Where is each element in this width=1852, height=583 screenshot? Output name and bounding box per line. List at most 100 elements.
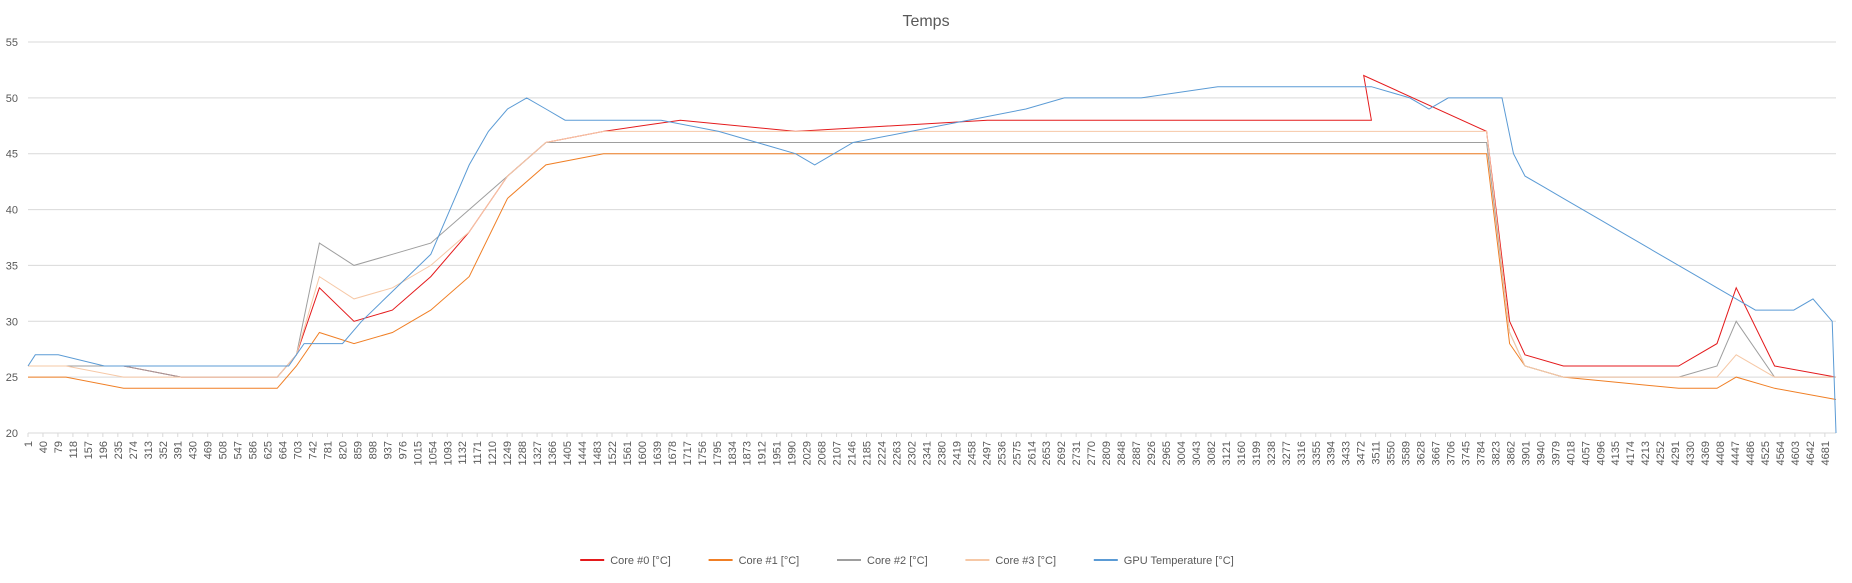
x-tick-label: 4057 [1580,441,1592,465]
x-tick-label: 313 [143,441,155,459]
x-tick-label: 235 [113,441,125,459]
x-tick-label: 157 [83,441,95,459]
x-tick-label: 1639 [652,441,664,465]
x-tick-label: 2887 [1131,441,1143,465]
x-tick-label: 3940 [1535,441,1547,465]
x-tick-label: 430 [188,441,200,459]
x-tick-label: 391 [173,441,185,459]
y-tick-label: 55 [6,37,18,49]
x-tick-label: 3706 [1446,441,1458,465]
x-tick-label: 1366 [547,441,559,465]
x-tick-label: 2146 [847,441,859,465]
x-axis-ticks: 1 40 79 118 157 196 235 274 313 352 391 430 469 508 54… [23,433,1832,465]
legend: Core #0 [°C] Core #1 [°C] Core #2 [°C] Core… [580,555,1234,567]
x-tick-label: 1561 [622,441,634,465]
x-tick-label: 1249 [502,441,514,465]
x-tick-label: 4408 [1715,441,1727,465]
x-tick-label: 4564 [1775,441,1787,465]
legend-label: GPU Temperature [°C] [1124,555,1234,567]
x-tick-label: 1678 [667,441,679,465]
x-tick-label: 1210 [487,441,499,465]
x-tick-label: 2341 [921,441,933,465]
x-tick-label: 937 [382,441,394,459]
x-tick-label: 3004 [1176,441,1188,465]
x-tick-label: 820 [337,441,349,459]
x-tick-label: 352 [158,441,170,459]
x-tick-label: 2302 [906,441,918,465]
x-tick-label: 3316 [1296,441,1308,465]
x-tick-label: 4447 [1730,441,1742,465]
x-tick-label: 1951 [772,441,784,465]
x-tick-label: 976 [397,441,409,459]
x-tick-label: 2653 [1041,441,1053,465]
x-tick-label: 3121 [1221,441,1233,465]
x-tick-label: 1054 [427,441,439,465]
x-tick-label: 1873 [742,441,754,465]
x-tick-label: 4330 [1685,441,1697,465]
x-tick-label: 2497 [981,441,993,465]
legend-label: Core #3 [°C] [995,555,1056,567]
x-tick-label: 3589 [1401,441,1413,465]
x-tick-label: 2770 [1086,441,1098,465]
x-tick-label: 3511 [1371,441,1383,465]
x-tick-label: 469 [203,441,215,459]
x-tick-label: 2458 [966,441,978,465]
x-tick-label: 3277 [1281,441,1293,465]
x-tick-label: 2029 [802,441,814,465]
x-tick-label: 508 [218,441,230,459]
y-tick-label: 30 [6,316,18,328]
x-tick-label: 1171 [472,441,484,465]
x-tick-label: 3082 [1206,441,1218,465]
x-tick-label: 4213 [1640,441,1652,465]
x-tick-label: 2224 [877,441,889,465]
x-tick-label: 2185 [862,441,874,465]
x-tick-label: 3862 [1505,441,1517,465]
x-tick-label: 274 [128,441,140,459]
y-tick-label: 20 [6,428,18,440]
x-tick-label: 3667 [1431,441,1443,465]
series-layer [27,74,1837,434]
x-tick-label: 2536 [996,441,1008,465]
y-axis-ticks: 20 25 30 35 40 45 50 55 [6,37,18,440]
x-tick-label: 1132 [457,441,469,465]
x-tick-label: 4252 [1655,441,1667,465]
x-tick-label: 4291 [1670,441,1682,465]
series-line-1 [28,153,1837,400]
x-tick-label: 1093 [442,441,454,465]
x-tick-label: 664 [278,441,290,459]
x-tick-label: 2419 [951,441,963,465]
x-tick-label: 2965 [1161,441,1173,465]
x-tick-label: 781 [322,441,334,459]
x-tick-label: 1405 [562,441,574,465]
x-tick-label: 4681 [1820,441,1832,465]
y-tick-label: 25 [6,372,18,384]
x-tick-label: 4135 [1610,441,1622,465]
x-tick-label: 4525 [1760,441,1772,465]
x-tick-label: 1795 [712,441,724,465]
x-tick-label: 1327 [532,441,544,465]
x-tick-label: 2731 [1071,441,1083,465]
x-tick-label: 2575 [1011,441,1023,465]
x-tick-label: 1288 [517,441,529,465]
x-tick-label: 2380 [936,441,948,465]
x-tick-label: 4018 [1565,441,1577,465]
x-tick-label: 4096 [1595,441,1607,465]
x-tick-label: 703 [293,441,305,459]
x-tick-label: 196 [98,441,110,459]
x-tick-label: 1015 [412,441,424,465]
x-tick-label: 2263 [891,441,903,465]
x-tick-label: 1 [23,441,35,447]
x-tick-label: 4174 [1625,441,1637,465]
x-tick-label: 547 [233,441,245,459]
y-tick-label: 50 [6,93,18,105]
x-tick-label: 1444 [577,441,589,465]
x-tick-label: 742 [308,441,320,459]
x-tick-label: 2848 [1116,441,1128,465]
x-tick-label: 2068 [817,441,829,465]
x-tick-label: 2614 [1026,441,1038,465]
x-tick-label: 4486 [1745,441,1757,465]
x-tick-label: 3550 [1386,441,1398,465]
x-tick-label: 3472 [1356,441,1368,465]
